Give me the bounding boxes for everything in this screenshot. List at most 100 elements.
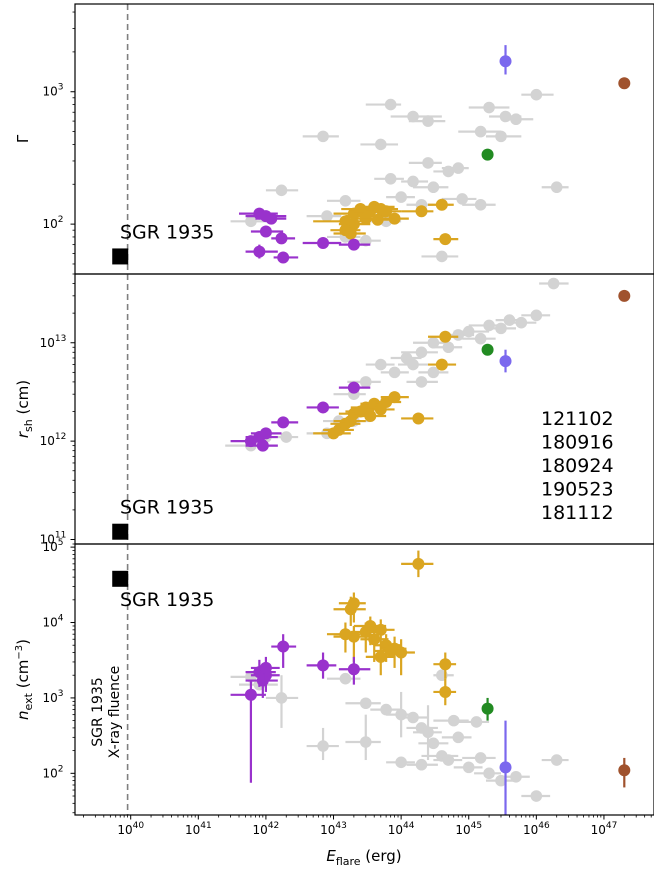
frb-point — [439, 685, 452, 698]
sample-point — [317, 130, 329, 143]
sample-point — [415, 376, 428, 388]
sample-point — [474, 198, 487, 211]
sample-point — [427, 366, 440, 379]
x-tick-label: 1042 — [253, 821, 280, 837]
sample-point — [474, 332, 487, 345]
sample-point — [395, 708, 407, 721]
frb-point — [317, 237, 330, 250]
sample-point — [395, 191, 407, 203]
x-tick-label: 1041 — [185, 821, 212, 837]
frb-point — [395, 646, 408, 659]
frb-point — [256, 674, 269, 687]
sample-point — [483, 319, 495, 332]
x-axis: SGR 1935X-ray fluence 1040 1041 1042 1043 104… — [83, 666, 652, 868]
sample-point — [503, 314, 516, 326]
panel-gamma: 102 103 Γ SGR 1935 — [14, 3, 654, 275]
sample-point — [388, 366, 401, 379]
sample-point — [407, 711, 419, 724]
sample-point — [275, 692, 288, 704]
sample-point — [462, 761, 475, 774]
y-axis-label: Γ — [14, 134, 32, 143]
x-axis-label: Eflare (erg) — [326, 847, 401, 868]
legend-entry: 121102 — [541, 408, 614, 430]
fluence-label: SGR 1935X-ray fluence — [90, 666, 123, 759]
sample-point — [359, 376, 372, 388]
sample-point — [547, 277, 560, 290]
frb-point — [347, 381, 360, 394]
panels-layer: 102 103 Γ SGR 1935 1011 1012 1013 rsh (cm) SGR 1… — [14, 3, 654, 816]
sample-point — [427, 737, 440, 750]
frb-point — [259, 661, 272, 674]
y-axis-label: rsh (cm) — [14, 380, 35, 438]
sample-point — [515, 316, 528, 329]
legend-entry: 180924 — [541, 455, 614, 477]
frb-point — [439, 233, 452, 246]
sample-point — [442, 341, 455, 354]
sgr-label: SGR 1935 — [120, 497, 214, 519]
sample-point — [447, 714, 460, 727]
frb-point — [481, 148, 494, 161]
sample-point — [530, 88, 543, 101]
panel-next: 102 103 104 105 next (cm−3) SGR 1935 — [14, 538, 654, 816]
frb-point — [344, 227, 357, 240]
y-tick-label: 105 — [42, 538, 63, 554]
sample-point — [359, 736, 372, 748]
x-tick-label: 1043 — [320, 821, 347, 837]
y-tick-label: 102 — [42, 215, 63, 231]
frb-point — [374, 650, 387, 663]
sample-point — [470, 716, 483, 728]
sample-point — [422, 726, 434, 739]
sgr-marker — [112, 248, 129, 265]
sample-point — [374, 138, 387, 151]
y-tick-label: 104 — [42, 614, 63, 630]
sample-point — [510, 113, 522, 126]
sample-point — [452, 162, 465, 174]
sample-point — [407, 175, 419, 188]
frb-point — [317, 659, 330, 672]
frb-point — [618, 289, 631, 302]
y-tick-label: 103 — [42, 83, 63, 99]
x-tick-label: 1047 — [591, 821, 618, 837]
frb-point — [439, 330, 452, 343]
frb-point — [277, 251, 290, 264]
y-tick-label: 102 — [42, 764, 63, 780]
sample-point — [510, 770, 522, 783]
frb-point — [277, 640, 290, 653]
y-tick-label: 103 — [42, 689, 63, 705]
frb-point — [618, 77, 631, 90]
frb-point — [371, 213, 384, 226]
frb-point — [499, 55, 512, 68]
sample-point — [483, 101, 495, 114]
sgr-label: SGR 1935 — [120, 589, 214, 611]
y-axis-label: next (cm−3) — [14, 639, 35, 720]
frb-point — [256, 439, 269, 452]
frb-point — [344, 603, 357, 616]
sgr-marker — [112, 570, 129, 587]
sample-point — [415, 758, 428, 771]
frb-point — [412, 412, 425, 425]
frb-point — [253, 245, 266, 258]
sample-point — [321, 210, 333, 222]
data-points — [230, 550, 631, 815]
sample-point — [456, 193, 468, 205]
x-tick-label: 1040 — [117, 821, 144, 837]
legend-entry: 181112 — [541, 502, 614, 524]
sample-point — [474, 752, 487, 764]
sample-point — [442, 754, 455, 766]
sample-point — [339, 195, 352, 207]
y-tick-label: 1013 — [40, 334, 67, 350]
sample-point — [280, 431, 293, 443]
frb-point — [347, 238, 360, 251]
sample-point — [407, 110, 419, 123]
frb-point — [439, 658, 452, 671]
frb-point — [618, 764, 631, 777]
sample-point — [374, 358, 387, 371]
frb-point — [347, 663, 360, 676]
frb-point — [384, 644, 397, 657]
frb-point — [412, 557, 425, 570]
frb-point — [347, 218, 360, 231]
sample-point — [407, 358, 419, 371]
frb-point — [499, 761, 512, 774]
legend-entry: 190523 — [541, 479, 614, 501]
